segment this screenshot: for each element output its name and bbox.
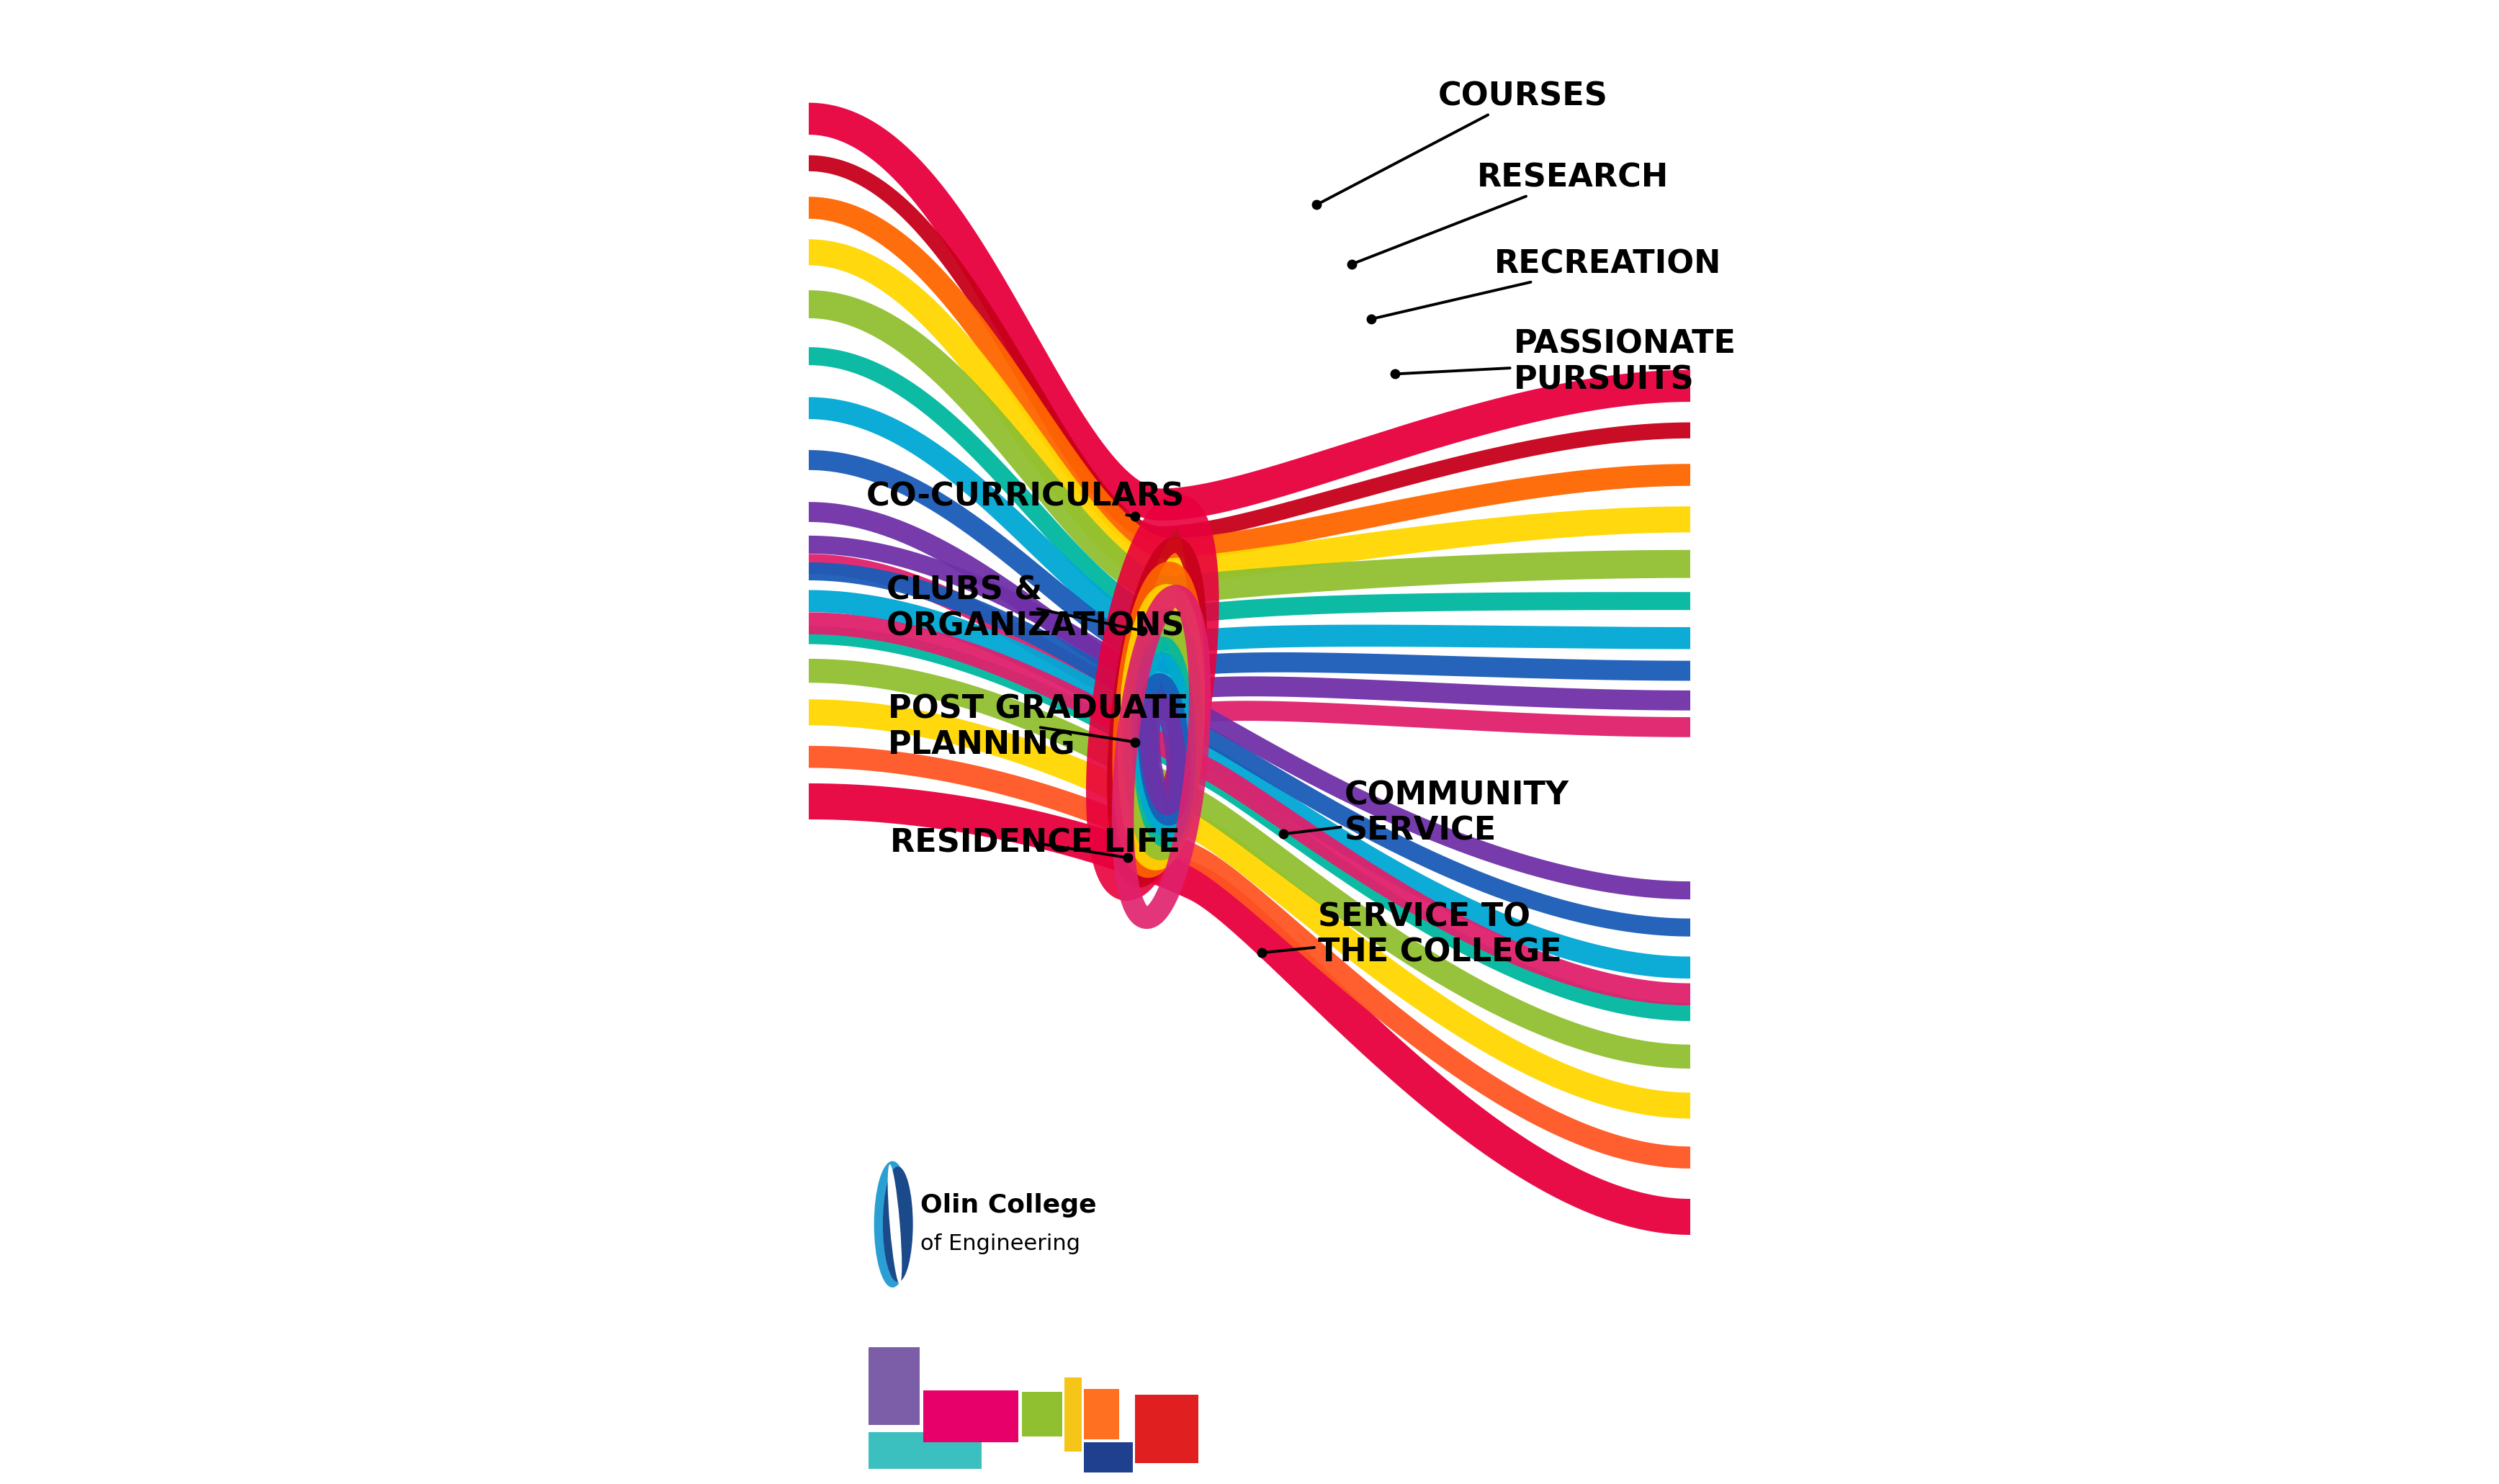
Bar — [1135, 1395, 1200, 1463]
Ellipse shape — [875, 1160, 910, 1288]
Text: RESIDENCE LIFE: RESIDENCE LIFE — [890, 828, 1180, 858]
Bar — [870, 1347, 920, 1425]
Text: Olin College: Olin College — [920, 1193, 1097, 1217]
Bar — [922, 1391, 1020, 1442]
Bar — [1085, 1442, 1132, 1472]
Text: SERVICE TO
THE COLLEGE: SERVICE TO THE COLLEGE — [1264, 901, 1562, 969]
Text: CLUBS &
ORGANIZATIONS: CLUBS & ORGANIZATIONS — [887, 574, 1185, 643]
Text: RESEARCH: RESEARCH — [1354, 163, 1669, 264]
Ellipse shape — [887, 1165, 902, 1284]
Text: CO-CURRICULARS: CO-CURRICULARS — [867, 482, 1185, 516]
Bar — [1085, 1389, 1120, 1439]
Text: COMMUNITY
SERVICE: COMMUNITY SERVICE — [1284, 779, 1569, 847]
Text: RECREATION: RECREATION — [1372, 249, 1722, 319]
Bar — [1022, 1392, 1062, 1437]
Text: PASSIONATE
PURSUITS: PASSIONATE PURSUITS — [1397, 328, 1737, 396]
Text: POST GRADUATE
PLANNING: POST GRADUATE PLANNING — [887, 693, 1190, 761]
Ellipse shape — [882, 1166, 912, 1282]
Bar — [1065, 1377, 1082, 1451]
Text: COURSES: COURSES — [1319, 82, 1607, 203]
Bar — [870, 1432, 982, 1469]
Text: of Engineering: of Engineering — [920, 1233, 1080, 1254]
